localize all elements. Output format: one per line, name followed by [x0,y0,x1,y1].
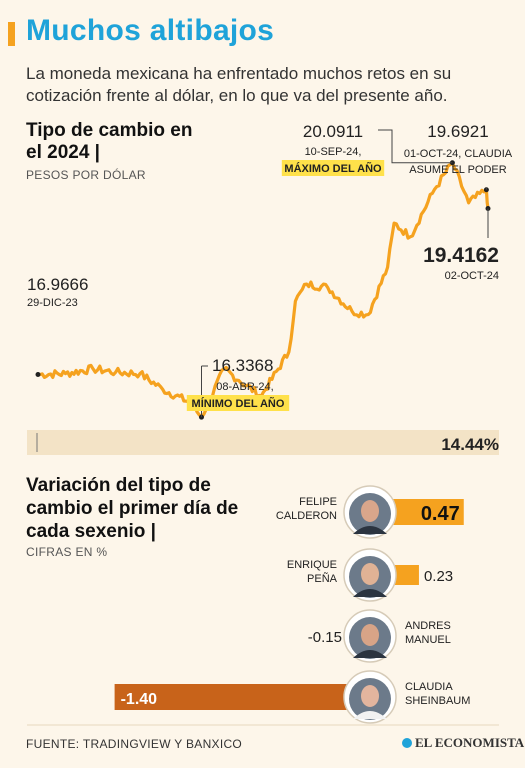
bar-name-3-1: SHEINBAUM [405,695,470,707]
bar-chart-title: Variación del tipo de cambio el primer d… [26,475,239,542]
min-value-label: 16.3368 [212,356,273,375]
portrait-face-2 [361,624,379,646]
exchange-rate-line [36,161,490,419]
oct1-note-label: ASUME EL PODER [409,164,506,176]
min-tag-bg [186,395,290,411]
bar-name-0-1: CALDERON [276,510,337,522]
bar-name-2-0: ANDRES [405,620,451,632]
end-value-label: 19.4162 [423,244,499,267]
portrait-face-3 [361,685,379,707]
portrait-body-1 [353,589,387,597]
source-note: FUENTE: TRADINGVIEW Y BANXICO [26,737,243,751]
bar-name-3-0: CLAUDIA [405,681,453,693]
change-bar-track [27,430,499,455]
max-date-label: 10-SEP-24, [305,146,362,158]
start-value-label: 16.9666 [27,275,88,294]
portrait-body-3 [353,711,387,719]
bar-value-1: 0.23 [424,568,453,585]
bar-3 [114,684,376,710]
change-bar-label: 14.44% [441,435,499,454]
bar-value-0: 0.47 [421,503,460,525]
min-tag: MÍNIMO DEL AÑO [192,397,285,410]
bar-value-2: -0.15 [308,629,342,646]
bar-value-3: -1.40 [121,691,158,708]
oct1-value-label: 19.6921 [427,122,488,141]
portrait-body-0 [353,526,387,534]
logo-icon [402,738,412,748]
max-value-label: 20.0911 [303,122,363,141]
line-chart-unit: PESOS POR DÓLAR [26,168,146,182]
bar-chart-unit: CIFRAS EN % [26,545,108,559]
line-chart-title: Tipo de cambio en el 2024 | [26,120,193,163]
title-accent-bar [8,22,15,46]
max-leader [378,129,453,164]
max-tag-bg [281,160,385,176]
min-date-label: 08-ABR-24, [216,381,273,393]
portrait-face-1 [361,563,379,585]
page-title: Muchos altibajos [26,14,275,47]
page-subtitle: La moneda mexicana ha enfrentado muchos … [26,64,452,105]
end-date-label: 02-OCT-24 [445,270,499,282]
bar-name-2-1: MANUEL [405,634,451,646]
bar-name-1-1: PEÑA [307,572,338,585]
publisher-logo: EL ECONOMISTA [402,735,524,751]
start-point [35,371,41,377]
portrait-body-2 [353,650,387,658]
portrait-face-0 [361,500,379,522]
max-tag: MÁXIMO DEL AÑO [284,162,382,175]
bar-name-0-0: FELIPE [299,496,337,508]
start-date-label: 29-DIC-23 [27,297,78,309]
oct1-date-label: 01-OCT-24, CLAUDIA [404,148,513,160]
bar-name-1-0: ENRIQUE [287,559,337,571]
